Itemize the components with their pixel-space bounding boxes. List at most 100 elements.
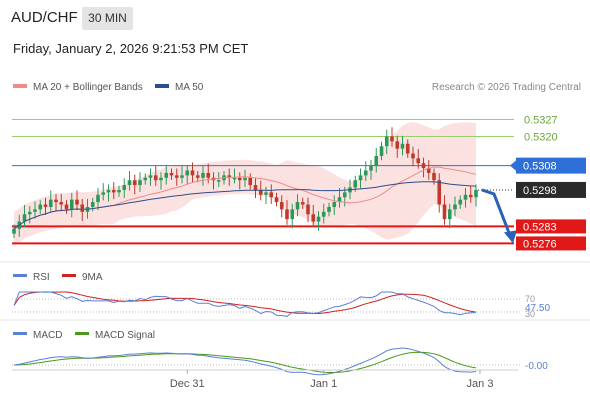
x-tick-label: Jan 1 [310, 378, 337, 390]
candle-body [369, 165, 373, 171]
candles [12, 127, 478, 239]
candle-body [201, 172, 205, 178]
rsi-level-30-label: 30 [525, 309, 535, 319]
candle-body [159, 177, 163, 181]
level-labels: 0.5327 0.5320 0.5308 0.5283 0.5276 0.5298 [510, 114, 586, 251]
timeframe-badge[interactable]: 30 MIN [82, 7, 133, 30]
candle-body [358, 175, 363, 181]
resistance-label-1: 0.5327 [524, 114, 558, 126]
candle-body [342, 192, 347, 198]
candle-body [395, 141, 400, 149]
symbol-title: AUD/CHF [11, 9, 78, 26]
rsi-line [13, 291, 477, 317]
support-label-2: 0.5276 [523, 238, 557, 250]
candle-body [169, 172, 174, 176]
candle-body [101, 192, 106, 195]
candle-body [75, 199, 79, 205]
candle-body [258, 189, 263, 195]
support-label-box-2 [516, 236, 586, 251]
rsi-ma-label: 9MA [82, 272, 103, 283]
rsi-label: RSI [33, 272, 50, 283]
credit-text: Research © 2026 Trading Central [432, 82, 581, 93]
candle-body [269, 192, 274, 198]
candle-body [321, 211, 326, 217]
candle-body [379, 146, 384, 156]
candle-body [174, 175, 179, 178]
candle-body [195, 175, 200, 178]
macd-value: -0.00 [525, 361, 548, 372]
candle-body [48, 199, 53, 207]
candle-body [411, 153, 415, 159]
candle-body [111, 189, 116, 193]
macd-label: MACD [33, 330, 62, 341]
candle-body [138, 180, 142, 186]
candle-body [421, 163, 426, 169]
macd-signal-swatch [75, 332, 89, 335]
pivot-label-arrow [510, 159, 517, 172]
moving-averages [13, 166, 517, 244]
level-lines [12, 118, 514, 245]
rsi-swatch [13, 274, 27, 277]
legend-ma20: MA 20 + Bollinger Bands [33, 82, 143, 93]
support-label-box-1 [516, 219, 586, 234]
candle-body [384, 136, 389, 147]
legend-swatch-ma20 [13, 84, 27, 88]
macd-signal-line [13, 351, 477, 373]
candle-body [164, 172, 169, 178]
candle-body [416, 158, 421, 164]
candle-body [122, 185, 127, 190]
candle-body [185, 170, 190, 176]
current-price-label: 0.5298 [523, 185, 557, 197]
candle-body [463, 194, 468, 200]
rsi-level-70-label: 70 [525, 294, 535, 304]
candle-body [90, 202, 95, 207]
candle-body [153, 175, 158, 181]
candle-body [311, 214, 316, 222]
candle-body [43, 204, 48, 207]
candle-body [253, 185, 258, 190]
forecast-arrowhead [504, 230, 517, 244]
candle-body [237, 177, 242, 181]
candle-body [458, 199, 463, 205]
candle-body [80, 204, 85, 212]
resistance-label-2: 0.5320 [524, 131, 558, 143]
pivot-label: 0.5308 [523, 161, 557, 173]
candle-body [22, 214, 27, 222]
candle-body [132, 180, 137, 186]
candle-body [442, 204, 447, 220]
rsi-ma-line [13, 291, 477, 314]
candle-body [279, 202, 284, 210]
candle-body [264, 192, 268, 195]
candle-body [243, 177, 247, 181]
candle-body [332, 202, 337, 207]
candle-body [400, 143, 405, 149]
current-price-box [516, 181, 586, 198]
candle-body [96, 194, 100, 203]
candle-body [143, 177, 148, 181]
candle-body [432, 172, 436, 181]
candle-body [437, 180, 442, 205]
candle-body [295, 202, 300, 210]
candle-body [274, 197, 279, 203]
candle-body [127, 180, 132, 186]
candle-body [206, 172, 211, 178]
support-label-1: 0.5283 [523, 221, 557, 233]
candle-body [300, 202, 305, 205]
candle-body [337, 197, 342, 203]
rsi-value: 47.50 [525, 303, 550, 314]
candle-body [117, 189, 121, 193]
candle-body [447, 209, 452, 220]
candle-body [69, 199, 74, 210]
candle-body [248, 177, 253, 186]
x-tick-label: Jan 3 [467, 378, 494, 390]
candle-body [227, 175, 232, 178]
candle-body [190, 170, 195, 176]
candle-body [148, 175, 153, 178]
macd-line [13, 347, 477, 376]
candle-body [59, 202, 64, 205]
candle-body [12, 228, 16, 234]
candle-body [27, 211, 32, 215]
candle-body [327, 206, 331, 212]
